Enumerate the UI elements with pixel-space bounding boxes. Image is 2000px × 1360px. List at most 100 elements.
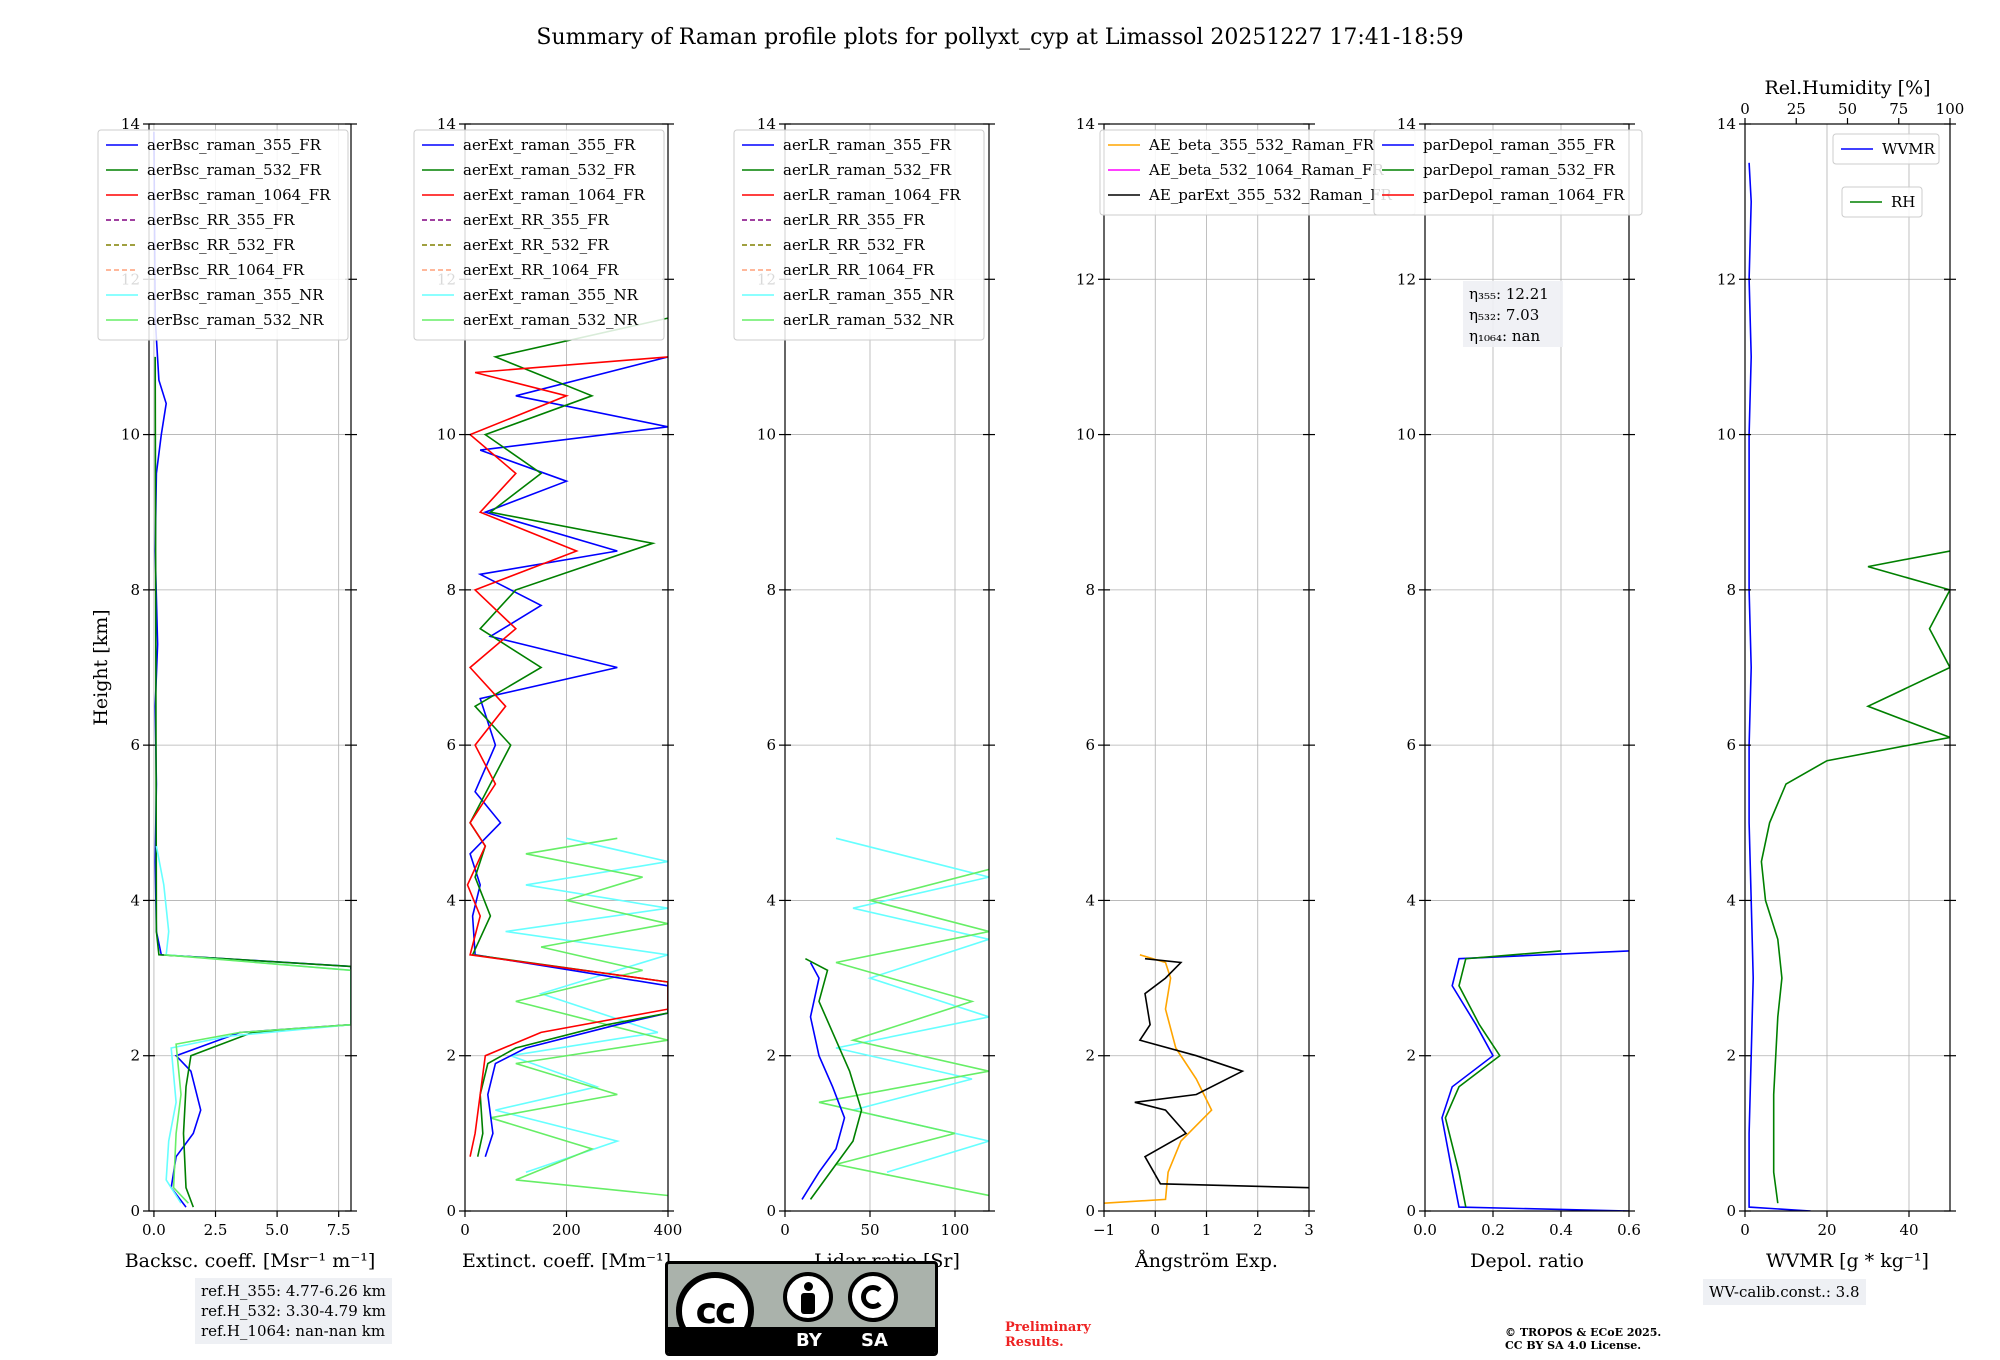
xtick-label-1: 50: [860, 1221, 879, 1239]
xtick-label-3: 7.5: [327, 1221, 351, 1239]
panel-extinction: 024681012140200400Extinct. coeff. [Mm⁻¹]…: [413, 115, 683, 1272]
ytick-label-3: 6: [1085, 736, 1095, 754]
ytick-label-4: 8: [130, 581, 140, 599]
legend-box: [1373, 129, 1643, 216]
ytick-label-5: 10: [757, 426, 776, 444]
legend-label-3: aerLR_RR_355_FR: [783, 211, 925, 229]
legend-box: [413, 129, 665, 341]
legend-label-1: parDepol_raman_532_FR: [1423, 161, 1616, 179]
series-backscatter-3: [163, 954, 351, 1204]
series-angstrom-1: [1134, 957, 1309, 1189]
xtick-label-1: 200: [552, 1221, 581, 1239]
xtick-label-2: 5.0: [265, 1221, 289, 1239]
ytick-label-5: 10: [1717, 426, 1736, 444]
legend-wvmr-1: RH: [1841, 186, 1923, 218]
figure-title: Summary of Raman profile plots for polly…: [536, 25, 1463, 50]
license-strip: [668, 1327, 935, 1353]
xlabel-backscatter: Backsc. coeff. [Msr⁻¹ m⁻¹]: [125, 1250, 376, 1272]
ytick-label-0: 0: [130, 1202, 140, 1220]
series-backscatter-2: [155, 845, 351, 1204]
xtick-label-2: 0.4: [1549, 1221, 1573, 1239]
legend-label-7: aerBsc_raman_532_NR: [147, 311, 324, 329]
legend-extinction: aerExt_raman_355_FR aerExt_raman_532_FRae…: [413, 129, 665, 341]
ytick-label-7: 14: [1076, 115, 1095, 133]
top-xtick-label-3: 75: [1889, 100, 1908, 118]
ytick-label-3: 6: [130, 736, 140, 754]
legend-label-6: aerBsc_raman_355_NR: [147, 286, 324, 304]
ytick-label-7: 14: [121, 115, 140, 133]
legend-label-5: aerLR_RR_1064_FR: [783, 261, 935, 279]
ytick-label-5: 10: [1397, 426, 1416, 444]
legend-label-0: aerBsc_raman_355_FR: [147, 136, 322, 154]
legend-label-1: aerLR_raman_532_FR: [783, 161, 952, 179]
ytick-label-3: 6: [1726, 736, 1736, 754]
ytick-label-0: 0: [1726, 1202, 1736, 1220]
ytick-label-7: 14: [1717, 115, 1736, 133]
xtick-label-0: 0: [780, 1221, 790, 1239]
depol-annotation: η₃₅₅: 12.21 η₅₃₂: 7.03 η₁₀₆₄: nan: [1463, 281, 1563, 347]
ytick-label-1: 2: [1406, 1047, 1416, 1065]
series-backscatter-1: [154, 356, 351, 1208]
ytick-label-1: 2: [1726, 1047, 1736, 1065]
series-lidar_ratio-2: [801, 962, 846, 1200]
ref-height-stats: ref.H_355: 4.77-6.26 km ref.H_532: 3.30-…: [195, 1278, 392, 1344]
xlabel-wvmr: WVMR [g * kg⁻¹]: [1766, 1250, 1929, 1272]
axes-frame-depol: [1424, 123, 1630, 1212]
xlabel-extinction: Extinct. coeff. [Mm⁻¹]: [462, 1250, 671, 1272]
xtick-label-3: 2: [1253, 1221, 1263, 1239]
series-extinction-3: [469, 317, 668, 1157]
xlabel-angstrom: Ångström Exp.: [1134, 1250, 1278, 1272]
xtick-label-1: 2.5: [204, 1221, 228, 1239]
xtick-label-0: −1: [1093, 1221, 1115, 1239]
legend-label-0: aerExt_raman_355_FR: [463, 136, 636, 154]
series-angstrom-0: [1104, 954, 1213, 1204]
copyright-line-1: © TROPOS & ECoE 2025.: [1505, 1326, 1662, 1339]
ylabel: Height [km]: [90, 609, 112, 725]
top-xtick-label-0: 0: [1740, 100, 1750, 118]
xtick-label-1: 20: [1817, 1221, 1836, 1239]
share-alike-icon: [848, 1272, 898, 1322]
ytick-label-5: 10: [437, 426, 456, 444]
series-extinction-2: [469, 356, 668, 1157]
ytick-label-5: 10: [121, 426, 140, 444]
legend-label-7: aerLR_raman_532_NR: [783, 311, 954, 329]
series-extinction-4: [466, 356, 668, 1157]
preliminary-note: Preliminary Results.: [1005, 1320, 1091, 1350]
ytick-label-6: 12: [1076, 270, 1095, 288]
ytick-label-2: 4: [446, 891, 456, 909]
xtick-label-2: 100: [941, 1221, 970, 1239]
ref-h-532: ref.H_532: 3.30-4.79 km: [201, 1302, 386, 1320]
ytick-label-0: 0: [446, 1202, 456, 1220]
preliminary-line-1: Preliminary: [1005, 1320, 1091, 1335]
ytick-label-2: 4: [1406, 891, 1416, 909]
legend-lidar_ratio: aerLR_raman_355_FR aerLR_raman_532_FR aerL…: [733, 129, 985, 341]
xtick-label-2: 40: [1899, 1221, 1918, 1239]
ytick-label-6: 12: [1397, 270, 1416, 288]
series-lidar_ratio-1: [818, 868, 989, 1197]
top-xtick-label-2: 50: [1838, 100, 1857, 118]
legend-depol: parDepol_raman_355_FR parDepol_raman_532_…: [1373, 129, 1643, 216]
legend-wvmr-0: WVMR: [1832, 133, 1940, 165]
ytick-label-4: 8: [446, 581, 456, 599]
legend-label-7: aerExt_raman_532_NR: [463, 311, 639, 329]
legend-label-2: parDepol_raman_1064_FR: [1423, 186, 1625, 204]
legend-box: [1832, 133, 1940, 165]
xtick-label-0: 0: [460, 1221, 470, 1239]
legend-label-4: aerBsc_RR_532_FR: [147, 236, 295, 254]
legend-angstrom: AE_beta_355_532_Raman_FR AE_beta_532_1064…: [1099, 129, 1416, 216]
ytick-label-7: 14: [437, 115, 456, 133]
ytick-label-7: 14: [1397, 115, 1416, 133]
xtick-label-3: 0.6: [1617, 1221, 1641, 1239]
xtick-label-2: 400: [654, 1221, 683, 1239]
ytick-label-4: 8: [766, 581, 776, 599]
copyright-line-2: CC BY SA 4.0 License.: [1505, 1339, 1642, 1352]
ytick-label-1: 2: [1085, 1047, 1095, 1065]
legend-label-2: aerLR_raman_1064_FR: [783, 186, 961, 204]
cc-license-badge: cc BY SA: [665, 1261, 938, 1356]
ytick-label-6: 12: [1717, 270, 1736, 288]
xlabel-depol: Depol. ratio: [1470, 1250, 1584, 1272]
series-depol-0: [1441, 950, 1629, 1211]
attribution-icon: [783, 1272, 833, 1322]
ytick-label-4: 8: [1726, 581, 1736, 599]
